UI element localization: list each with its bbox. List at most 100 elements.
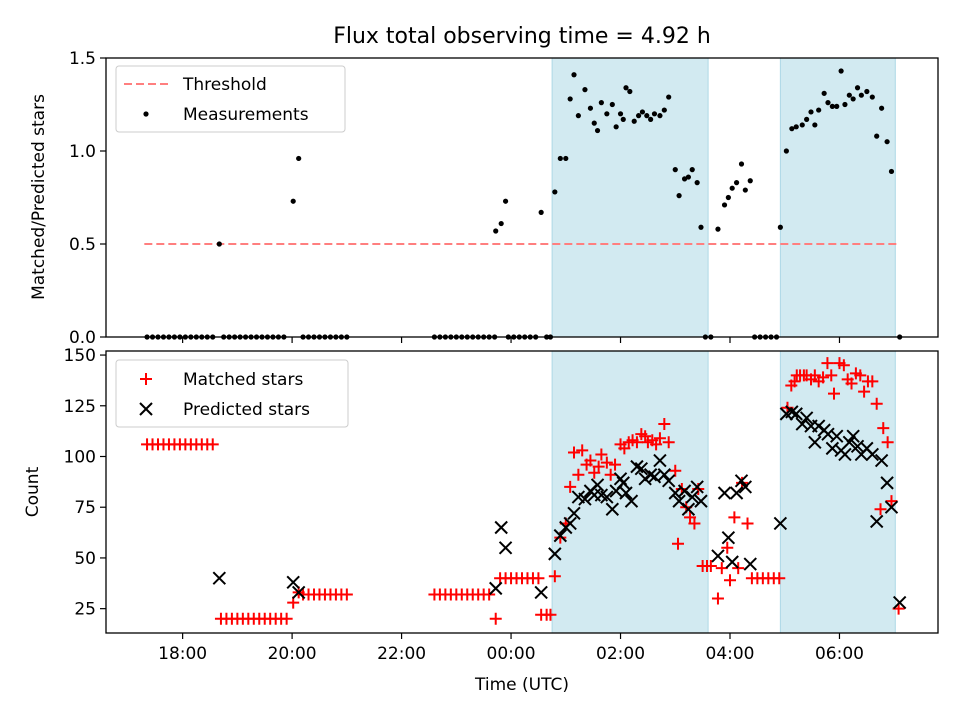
measurement-point [733, 180, 740, 186]
top-legend-box [115, 65, 346, 133]
matched-star-marker [870, 397, 883, 410]
figure-title: Flux total observing time = 4.92 h [333, 24, 711, 49]
measurement-point [657, 113, 663, 119]
measurement-point [729, 185, 735, 191]
matched-star-marker [669, 464, 682, 477]
predicted-star-marker [743, 557, 757, 571]
matched-star-marker [618, 442, 631, 455]
matched-star-marker [684, 511, 697, 524]
measurement-point [821, 90, 827, 96]
measurement-point [627, 88, 633, 95]
measurement-point [689, 167, 695, 173]
measurement-point [858, 92, 864, 98]
matched-star-marker [672, 537, 684, 550]
matched-star-marker [773, 572, 786, 585]
matched-star-marker [741, 517, 754, 530]
measurement-point [854, 85, 861, 91]
measurement-point [631, 118, 637, 124]
matched-star-marker [568, 446, 580, 459]
measurement-point [884, 139, 890, 145]
predicted-star-marker [865, 447, 880, 462]
measurement-point [582, 87, 588, 93]
matched-star-marker [885, 495, 898, 508]
legend-predicted-label: Predicted stars [183, 400, 310, 420]
y-tick-label: 25 [74, 600, 96, 620]
predicted-star-marker [694, 494, 708, 508]
top-shaded-intervals [551, 57, 896, 338]
measurement-point [789, 126, 795, 132]
measurement-point [557, 155, 563, 162]
measurement-point [651, 111, 658, 117]
predicted-star-marker [534, 585, 548, 600]
predicted-star-marker [808, 435, 822, 450]
predicted-star-marker [789, 407, 803, 421]
predicted-star-marker [880, 476, 894, 490]
predicted-star-marker [600, 490, 614, 504]
matched-star-points [141, 357, 905, 625]
predicted-star-marker [619, 486, 633, 500]
predicted-star-marker [624, 494, 639, 508]
measurement-point [825, 100, 831, 106]
matched-star-marker [828, 387, 840, 400]
measurement-point [793, 124, 799, 130]
measurement-point [493, 228, 499, 234]
matched-star-marker [688, 517, 701, 530]
measurement-point [869, 94, 875, 100]
matched-star-marker [658, 418, 671, 431]
matched-star-marker [576, 444, 589, 457]
predicted-star-marker [605, 502, 620, 516]
measurement-point [742, 187, 748, 193]
matched-star-marker [704, 560, 717, 573]
predicted-star-points [212, 405, 907, 610]
matched-star-marker [639, 430, 652, 443]
top-y-axis-label: Matched/Predicted stars [29, 94, 49, 300]
bottom-axes-frame [105, 350, 939, 634]
measurement-point [623, 85, 629, 91]
measurement-point [715, 226, 721, 232]
predicted-star-marker [773, 516, 788, 531]
measurement-point [648, 116, 654, 122]
measurement-point [609, 101, 615, 108]
measurement-point [777, 224, 783, 230]
x-tick-label: 22:00 [377, 644, 426, 664]
predicted-star-marker [874, 453, 889, 468]
measurement-point [804, 116, 810, 122]
matched-star-marker [548, 570, 561, 583]
bottom-y-ticks: 25 50 75 100 125 150 [64, 346, 106, 620]
predicted-star-marker [869, 514, 884, 529]
measurement-point [874, 133, 880, 139]
predicted-star-marker [494, 520, 508, 535]
bottom-legend: Matched stars Predicted stars [115, 359, 349, 428]
measurement-point [747, 178, 753, 184]
y-tick-label: 1.0 [69, 142, 96, 162]
measurement-point [676, 193, 682, 199]
matched-star-marker [489, 612, 502, 625]
measurement-point [888, 168, 895, 175]
measurement-point [563, 155, 569, 162]
predicted-star-marker [734, 474, 749, 488]
matched-star-marker [532, 572, 545, 585]
predicted-star-marker [729, 486, 744, 500]
measurement-point [575, 113, 581, 119]
predicted-star-marker [291, 585, 306, 600]
y-tick-label: 50 [74, 549, 96, 569]
predicted-star-marker [884, 500, 899, 514]
measurement-point [698, 224, 704, 230]
predicted-star-marker [842, 435, 857, 450]
matched-star-marker [845, 377, 858, 390]
measurement-point [725, 194, 731, 201]
predicted-star-marker [548, 547, 562, 561]
matched-star-marker [821, 357, 834, 370]
measurement-point [498, 220, 504, 227]
matched-star-marker [877, 422, 890, 435]
matched-star-marker [544, 608, 557, 621]
matched-star-marker [584, 454, 597, 467]
measurement-point [721, 202, 728, 208]
x-tick-label: 18:00 [158, 644, 207, 664]
predicted-star-marker [661, 474, 676, 488]
bottom-y-axis-label: Count [23, 466, 43, 517]
matched-star-marker [588, 466, 601, 479]
legend-measurements-label: Measurements [183, 105, 309, 125]
x-tick-label: 00:00 [487, 644, 536, 664]
